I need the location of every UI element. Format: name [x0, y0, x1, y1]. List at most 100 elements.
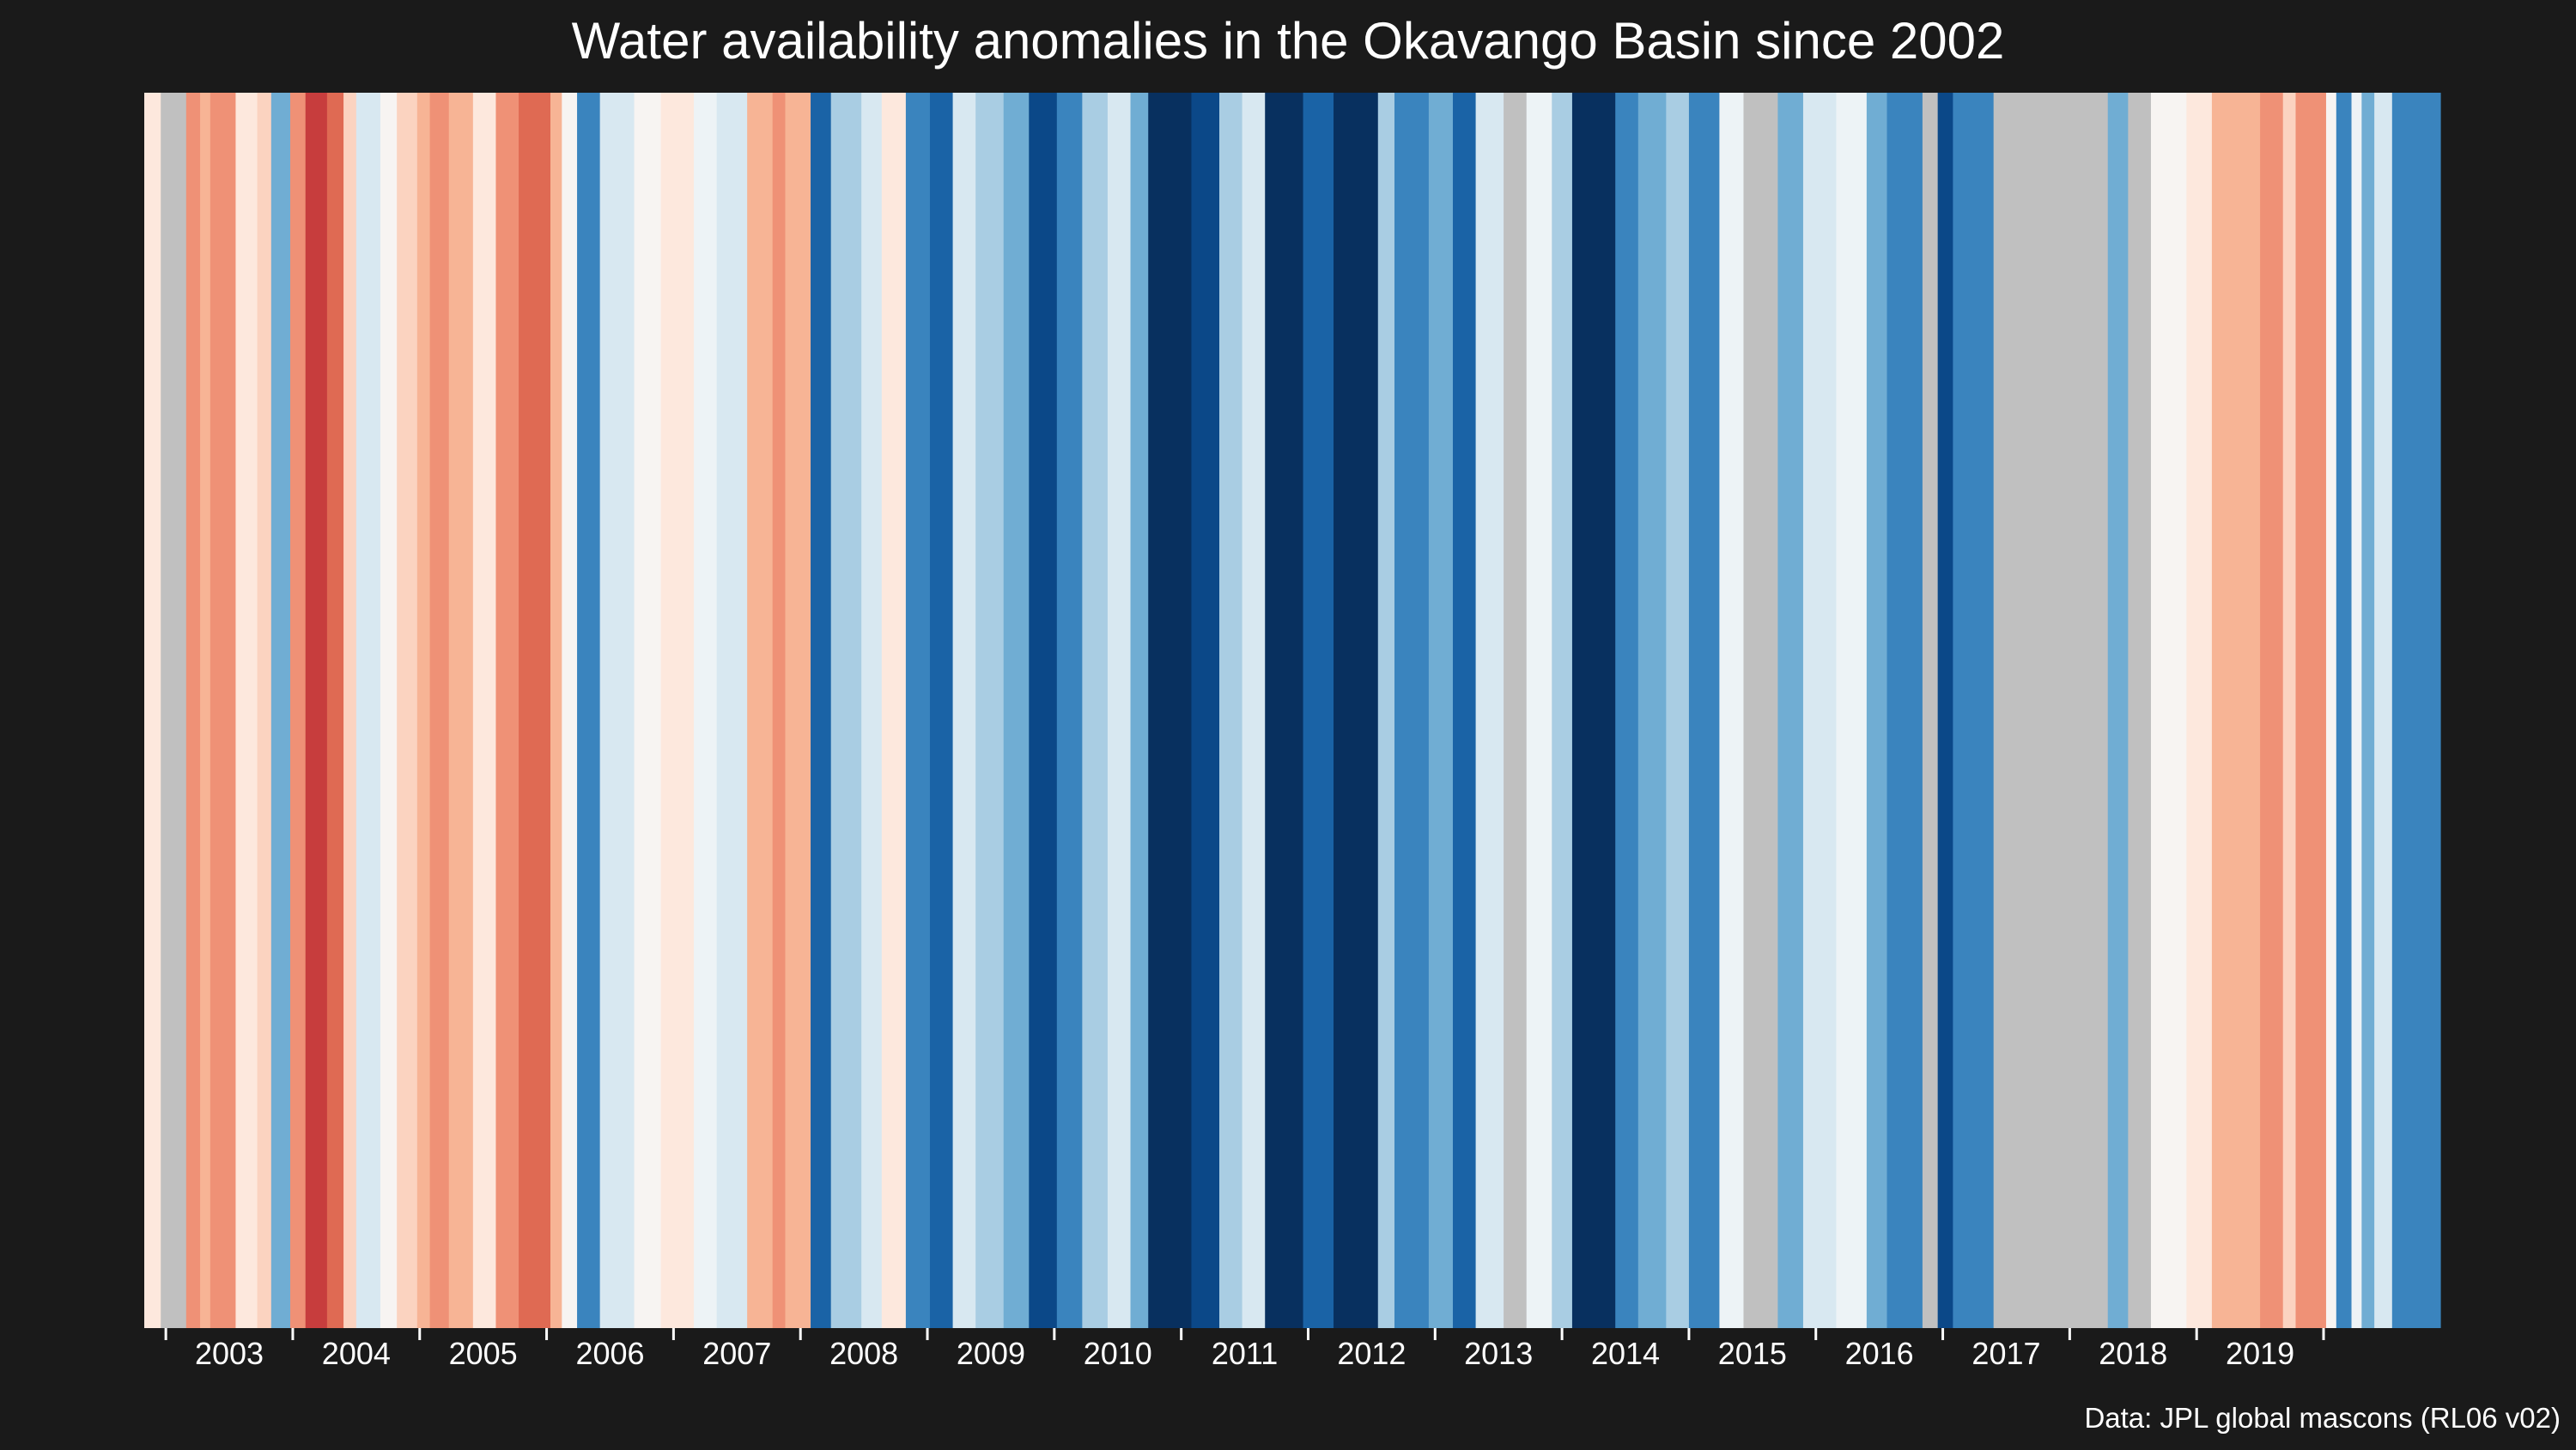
stripe-54 — [1394, 93, 1430, 1328]
stripe-72 — [1886, 93, 1923, 1328]
stripe-50 — [1265, 93, 1304, 1328]
stripe-34 — [861, 93, 883, 1328]
stripe-13 — [380, 93, 398, 1328]
stripe-48 — [1219, 93, 1243, 1328]
x-tick-label-2018: 2018 — [2099, 1336, 2167, 1371]
stripe-8 — [289, 93, 307, 1328]
x-axis: 2003 2004 2005 2006 2007 2008 2009 2010 2011 2012… — [164, 1328, 2325, 1371]
stripe-40 — [1003, 93, 1030, 1328]
stripe-6 — [257, 93, 272, 1328]
stripe-52 — [1334, 93, 1379, 1328]
stripe-25 — [634, 93, 662, 1328]
stripe-92 — [2422, 93, 2441, 1328]
stripe-86 — [2325, 93, 2337, 1328]
stripe-39 — [975, 93, 1005, 1328]
stripe-22 — [562, 93, 578, 1328]
stripe-10 — [326, 93, 344, 1328]
stripe-26 — [660, 93, 695, 1328]
stripe-63 — [1637, 93, 1667, 1328]
stripe-71 — [1866, 93, 1888, 1328]
stripe-11 — [343, 93, 357, 1328]
stripe-16 — [429, 93, 450, 1328]
stripe-28 — [716, 93, 748, 1328]
stripe-75 — [1953, 93, 1995, 1328]
stripe-43 — [1082, 93, 1109, 1328]
x-tick-label-2009: 2009 — [957, 1336, 1025, 1371]
stripe-78 — [2128, 93, 2152, 1328]
stripe-55 — [1428, 93, 1454, 1328]
x-tick-label-2003: 2003 — [195, 1336, 264, 1371]
stripe-7 — [270, 93, 291, 1328]
stripe-84 — [2282, 93, 2297, 1328]
x-tick-label-2012: 2012 — [1337, 1336, 1406, 1371]
stripe-65 — [1688, 93, 1721, 1328]
x-tick-label-2004: 2004 — [322, 1336, 391, 1371]
x-tick-label-2013: 2013 — [1464, 1336, 1533, 1371]
stripe-31 — [785, 93, 811, 1328]
stripe-37 — [929, 93, 954, 1328]
stripe-45 — [1130, 93, 1149, 1328]
stripe-20 — [519, 93, 551, 1328]
stripe-60 — [1552, 93, 1573, 1328]
stripe-70 — [1836, 93, 1868, 1328]
stripe-79 — [2150, 93, 2187, 1328]
stripe-41 — [1029, 93, 1058, 1328]
stripe-23 — [577, 93, 601, 1328]
stripe-12 — [355, 93, 381, 1328]
stripe-14 — [397, 93, 418, 1328]
stripe-91 — [2391, 93, 2423, 1328]
stripe-17 — [448, 93, 474, 1328]
stripe-62 — [1615, 93, 1639, 1328]
stripe-4 — [210, 93, 237, 1328]
stripe-51 — [1303, 93, 1334, 1328]
stripe-5 — [235, 93, 258, 1328]
x-tick-label-2019: 2019 — [2226, 1336, 2294, 1371]
stripe-15 — [416, 93, 431, 1328]
stripe-57 — [1475, 93, 1504, 1328]
stripes-layer — [144, 93, 2441, 1328]
stripe-83 — [2260, 93, 2284, 1328]
stripe-53 — [1377, 93, 1395, 1328]
stripe-24 — [599, 93, 635, 1328]
stripe-0 — [144, 93, 161, 1328]
stripe-30 — [772, 93, 787, 1328]
stripe-85 — [2295, 93, 2327, 1328]
stripe-59 — [1526, 93, 1552, 1328]
stripe-90 — [2374, 93, 2393, 1328]
stripe-44 — [1107, 93, 1132, 1328]
stripe-74 — [1937, 93, 1953, 1328]
chart-title: Water availability anomalies in the Okav… — [571, 12, 2005, 70]
stripe-89 — [2361, 93, 2375, 1328]
x-tick-label-2007: 2007 — [702, 1336, 771, 1371]
x-tick-label-2016: 2016 — [1845, 1336, 1914, 1371]
stripe-58 — [1504, 93, 1528, 1328]
stripe-66 — [1719, 93, 1745, 1328]
stripe-2 — [185, 93, 201, 1328]
stripe-47 — [1191, 93, 1220, 1328]
stripe-77 — [2107, 93, 2129, 1328]
stripe-67 — [1743, 93, 1778, 1328]
stripe-88 — [2351, 93, 2362, 1328]
stripe-46 — [1148, 93, 1193, 1328]
stripe-87 — [2336, 93, 2353, 1328]
x-tick-label-2006: 2006 — [575, 1336, 644, 1371]
x-tick-label-2011: 2011 — [1212, 1336, 1278, 1371]
stripe-32 — [811, 93, 832, 1328]
stripe-42 — [1056, 93, 1083, 1328]
stripe-56 — [1452, 93, 1477, 1328]
stripe-18 — [472, 93, 497, 1328]
stripe-38 — [952, 93, 976, 1328]
x-tick-label-2010: 2010 — [1084, 1336, 1152, 1371]
stripe-61 — [1571, 93, 1616, 1328]
stripe-76 — [1993, 93, 2109, 1328]
stripe-35 — [881, 93, 907, 1328]
stripe-21 — [550, 93, 562, 1328]
x-tick-label-2005: 2005 — [449, 1336, 518, 1371]
x-tick-label-2015: 2015 — [1718, 1336, 1787, 1371]
stripe-33 — [830, 93, 862, 1328]
stripe-27 — [694, 93, 718, 1328]
stripe-29 — [747, 93, 774, 1328]
stripe-82 — [2234, 93, 2261, 1328]
